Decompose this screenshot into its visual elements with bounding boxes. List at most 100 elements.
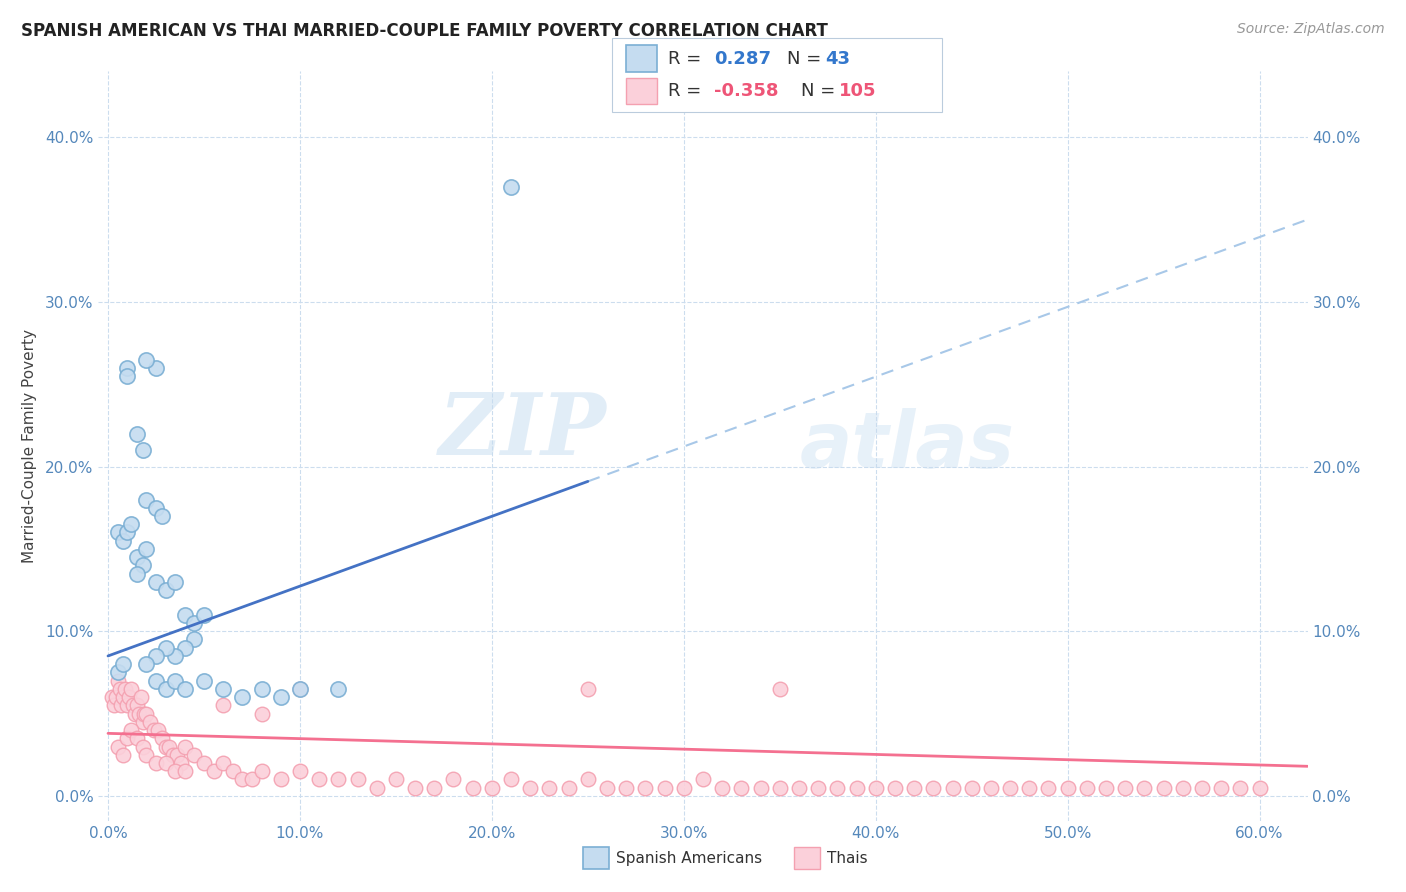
Point — [128, 706, 150, 721]
Point — [135, 706, 157, 721]
Point — [162, 747, 184, 762]
Point — [155, 681, 177, 696]
Point — [1076, 780, 1098, 795]
Point — [519, 780, 541, 795]
Text: SPANISH AMERICAN VS THAI MARRIED-COUPLE FAMILY POVERTY CORRELATION CHART: SPANISH AMERICAN VS THAI MARRIED-COUPLE … — [21, 22, 828, 40]
Point — [143, 723, 166, 737]
Point — [114, 681, 136, 696]
Point — [614, 780, 637, 795]
Point — [146, 723, 169, 737]
Point — [193, 607, 215, 622]
Point — [145, 673, 167, 688]
Point — [107, 739, 129, 754]
Point — [173, 739, 195, 754]
Point — [576, 772, 599, 787]
Point — [165, 673, 187, 688]
Point — [125, 566, 148, 581]
Point — [112, 657, 135, 672]
Point — [122, 698, 145, 713]
Point — [980, 780, 1002, 795]
Point — [250, 681, 273, 696]
Text: 105: 105 — [839, 82, 877, 100]
Point — [328, 772, 350, 787]
Point — [166, 747, 188, 762]
Point — [903, 780, 925, 795]
Point — [1229, 780, 1251, 795]
Point — [960, 780, 983, 795]
Point — [155, 640, 177, 655]
Point — [461, 780, 484, 795]
Point — [115, 525, 138, 540]
Point — [385, 772, 408, 787]
Text: 43: 43 — [825, 50, 851, 68]
Point — [165, 574, 187, 589]
Point — [499, 772, 522, 787]
Text: R =: R = — [668, 50, 702, 68]
Point — [1018, 780, 1040, 795]
Point — [922, 780, 945, 795]
Point — [711, 780, 734, 795]
Point — [150, 731, 173, 746]
Point — [120, 517, 142, 532]
Point — [183, 615, 205, 630]
Point — [108, 681, 131, 696]
Point — [423, 780, 446, 795]
Point — [749, 780, 772, 795]
Point — [165, 764, 187, 779]
Point — [193, 673, 215, 688]
Point — [787, 780, 810, 795]
Point — [155, 583, 177, 598]
Point — [173, 640, 195, 655]
Point — [730, 780, 752, 795]
Point — [941, 780, 963, 795]
Point — [125, 698, 148, 713]
Point — [845, 780, 868, 795]
Point — [159, 739, 181, 754]
Point — [222, 764, 245, 779]
Point — [104, 690, 127, 705]
Point — [270, 772, 292, 787]
Point — [145, 648, 167, 663]
Point — [131, 739, 153, 754]
Point — [1056, 780, 1078, 795]
Point — [1249, 780, 1271, 795]
Point — [115, 731, 138, 746]
Point — [212, 681, 235, 696]
Point — [193, 756, 215, 770]
Point — [150, 508, 173, 523]
Point — [240, 772, 263, 787]
Point — [328, 681, 350, 696]
Text: 0.287: 0.287 — [714, 50, 772, 68]
Text: atlas: atlas — [800, 408, 1015, 484]
Point — [672, 780, 695, 795]
Point — [769, 780, 792, 795]
Point — [103, 698, 125, 713]
Point — [134, 706, 156, 721]
Point — [1114, 780, 1136, 795]
Point — [145, 500, 167, 515]
Point — [557, 780, 579, 795]
Point — [131, 714, 153, 729]
Point — [129, 690, 152, 705]
Point — [173, 764, 195, 779]
Point — [250, 706, 273, 721]
Point — [155, 756, 177, 770]
Point — [231, 772, 253, 787]
Point — [270, 690, 292, 705]
Point — [107, 665, 129, 680]
Point — [865, 780, 887, 795]
Text: R =: R = — [668, 82, 702, 100]
Point — [288, 681, 311, 696]
Point — [183, 747, 205, 762]
Point — [115, 369, 138, 384]
Point — [366, 780, 388, 795]
Point — [1153, 780, 1175, 795]
Point — [596, 780, 619, 795]
Point — [202, 764, 225, 779]
Point — [101, 690, 124, 705]
Point — [692, 772, 714, 787]
Point — [120, 723, 142, 737]
Text: Thais: Thais — [827, 851, 868, 865]
Point — [155, 739, 177, 754]
Point — [139, 714, 162, 729]
